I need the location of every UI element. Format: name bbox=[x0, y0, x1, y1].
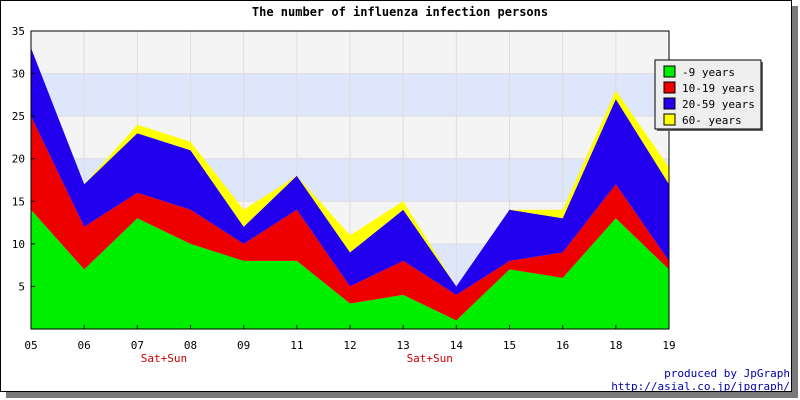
y-tick-label: 35 bbox=[12, 25, 25, 38]
chart-title: The number of influenza infection person… bbox=[252, 5, 548, 19]
y-tick-label: 25 bbox=[12, 110, 25, 123]
y-tick-label: 10 bbox=[12, 238, 25, 251]
x-tick-label: 09 bbox=[237, 339, 250, 352]
x-tick-label: 18 bbox=[609, 339, 622, 352]
legend-label: 10-19 years bbox=[682, 82, 755, 95]
legend-swatch bbox=[663, 97, 676, 110]
x-tick-label: 08 bbox=[184, 339, 197, 352]
x-tick-label: 11 bbox=[290, 339, 303, 352]
x-tick-label: 05 bbox=[24, 339, 37, 352]
legend-swatch bbox=[663, 113, 676, 126]
series-area-60-years bbox=[31, 48, 669, 287]
legend-swatch bbox=[663, 65, 676, 78]
annotations: Sat+Sun Sat+Sun bbox=[141, 352, 453, 365]
legend-label: 60- years bbox=[682, 114, 742, 127]
weekend-annotation: Sat+Sun bbox=[141, 352, 187, 365]
y-tick-label: 20 bbox=[12, 153, 25, 166]
y-tick-label: 15 bbox=[12, 195, 25, 208]
x-tick-label: 06 bbox=[78, 339, 91, 352]
y-tick-label: 5 bbox=[18, 280, 25, 293]
x-tick-label: 12 bbox=[343, 339, 356, 352]
series-area-20-59-years bbox=[31, 48, 669, 295]
legend: -9 years 10-19 years 20-59 years 60- years bbox=[654, 59, 763, 131]
legend-label: -9 years bbox=[682, 66, 735, 79]
x-tick-label: 13 bbox=[397, 339, 410, 352]
x-tick-label: 19 bbox=[662, 339, 675, 352]
legend-swatch bbox=[663, 81, 676, 94]
stacked-areas bbox=[31, 48, 669, 329]
y-tick-label: 30 bbox=[12, 68, 25, 81]
x-tick-label: 15 bbox=[503, 339, 516, 352]
y-axis-ticks: 5 10 15 20 25 30 35 bbox=[12, 25, 35, 293]
series-area-10-19-years bbox=[31, 116, 669, 321]
series-area--9-years bbox=[31, 209, 669, 329]
weekend-annotation: Sat+Sun bbox=[407, 352, 453, 365]
credit-line-1: produced by JpGraph bbox=[664, 367, 790, 380]
legend-label: 20-59 years bbox=[682, 98, 755, 111]
credit-line-2[interactable]: http://asial.co.jp/jpgraph/ bbox=[611, 380, 790, 393]
x-tick-label: 16 bbox=[556, 339, 569, 352]
x-axis-ticks: 05 06 07 08 09 11 12 13 14 15 16 18 19 bbox=[24, 325, 676, 352]
x-tick-label: 14 bbox=[450, 339, 464, 352]
x-tick-label: 07 bbox=[131, 339, 144, 352]
